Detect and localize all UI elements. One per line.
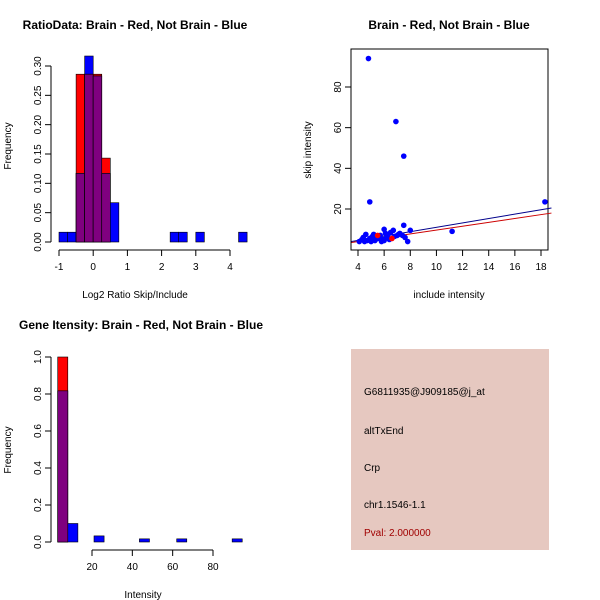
y-tick-label: 0.15 bbox=[33, 144, 44, 164]
y-tick-label: 0.2 bbox=[33, 498, 44, 512]
x-tick-label: 60 bbox=[167, 562, 179, 573]
bar-overlap bbox=[84, 73, 94, 243]
y-tick-label: 0.10 bbox=[33, 173, 44, 193]
bar-not-brain bbox=[231, 538, 243, 543]
bar-not-brain bbox=[93, 535, 105, 543]
bar-not-brain bbox=[176, 538, 188, 543]
bar-not-brain bbox=[67, 231, 77, 243]
x-tick-label: 2 bbox=[159, 262, 165, 273]
bar-not-brain bbox=[195, 231, 205, 243]
y-tick-label: 80 bbox=[333, 81, 344, 93]
bar-overlap bbox=[57, 390, 69, 543]
point-not-brain bbox=[361, 238, 368, 245]
point-not-brain bbox=[363, 231, 369, 238]
x-tick-label: 4 bbox=[355, 262, 361, 273]
point-not-brain bbox=[400, 153, 407, 159]
x-tick-label: 10 bbox=[431, 262, 443, 273]
bar-overlap bbox=[101, 173, 111, 243]
hist2-title: Gene Itensity: Brain - Red, Not Brain - … bbox=[19, 318, 263, 332]
x-tick-label: 0 bbox=[90, 262, 96, 273]
gene-name: Crp bbox=[364, 463, 381, 474]
y-tick-label: 1.0 bbox=[33, 350, 44, 364]
bar-overlap bbox=[75, 173, 85, 243]
point-brain bbox=[389, 235, 395, 242]
scatter-xlabel: include intensity bbox=[413, 290, 484, 301]
hist1-ylabel: Frequency bbox=[3, 122, 14, 169]
scatter-ylabel: skip intensity bbox=[303, 121, 314, 178]
y-tick-label: 0.05 bbox=[33, 202, 44, 222]
y-tick-label: 0.8 bbox=[33, 387, 44, 401]
x-tick-label: 1 bbox=[125, 262, 131, 273]
bar-not-brain bbox=[238, 231, 248, 243]
point-not-brain bbox=[381, 237, 387, 244]
info-panel: G6811935@J909185@j_at altTxEnd Crp chr1.… bbox=[351, 349, 549, 550]
x-tick-label: 40 bbox=[127, 562, 139, 573]
x-tick-label: 8 bbox=[408, 262, 414, 273]
probe-id: G6811935@J909185@j_at bbox=[364, 387, 485, 398]
point-not-brain bbox=[366, 199, 373, 205]
y-tick-label: 60 bbox=[333, 122, 344, 134]
scatter-plot: 4 6 8 10 12 14 16 18 20 40 60 80 bbox=[333, 48, 552, 273]
bar-not-brain bbox=[58, 231, 68, 243]
x-tick-label: 16 bbox=[509, 262, 521, 273]
event-type: altTxEnd bbox=[364, 426, 403, 437]
y-tick-label: 0.20 bbox=[33, 114, 44, 134]
y-tick-label: 40 bbox=[333, 162, 344, 174]
pval: Pval: 2.000000 bbox=[364, 528, 431, 539]
x-tick-label: -1 bbox=[55, 262, 64, 273]
bar-not-brain bbox=[169, 231, 179, 243]
bar-overlap bbox=[92, 75, 103, 243]
hist2-ylabel: Frequency bbox=[3, 426, 14, 473]
point-not-brain bbox=[402, 234, 408, 241]
point-not-brain bbox=[368, 238, 374, 245]
hist1-plot: -1 0 1 2 3 4 0.00 0.05 0.10 0.15 0.20 0.25 0.30 bbox=[33, 55, 248, 273]
point-not-brain bbox=[395, 231, 402, 238]
info-panel-background bbox=[351, 349, 549, 550]
point-brain bbox=[374, 232, 381, 239]
x-tick-label: 14 bbox=[483, 262, 495, 273]
y-tick-label: 0.6 bbox=[33, 424, 44, 438]
x-tick-label: 18 bbox=[535, 262, 547, 273]
y-tick-label: 0.4 bbox=[33, 461, 44, 475]
point-not-brain bbox=[390, 227, 397, 234]
y-tick-label: 20 bbox=[333, 203, 344, 215]
point-not-brain bbox=[407, 227, 414, 234]
y-tick-label: 0.30 bbox=[33, 56, 44, 76]
x-tick-label: 80 bbox=[207, 562, 219, 573]
hist2-xlabel: Intensity bbox=[124, 590, 161, 600]
y-tick-label: 0.25 bbox=[33, 85, 44, 105]
point-not-brain bbox=[400, 222, 407, 229]
plot-box bbox=[350, 48, 549, 251]
location: chr1.1546-1.1 bbox=[364, 500, 426, 511]
bar-not-brain bbox=[67, 523, 79, 543]
point-not-brain bbox=[393, 118, 399, 125]
hist2-plot: 20 40 60 80 0.0 0.2 0.4 0.6 0.8 1.0 bbox=[33, 350, 243, 573]
point-not-brain bbox=[449, 228, 455, 235]
x-tick-label: 4 bbox=[227, 262, 233, 273]
hist1-title: RatioData: Brain - Red, Not Brain - Blue bbox=[23, 18, 248, 32]
point-not-brain bbox=[365, 55, 372, 62]
x-tick-label: 20 bbox=[86, 562, 98, 573]
x-tick-label: 3 bbox=[193, 262, 199, 273]
bar-not-brain bbox=[110, 202, 120, 243]
bar-not-brain bbox=[139, 538, 150, 543]
y-tick-label: 0.0 bbox=[33, 535, 44, 549]
point-not-brain bbox=[404, 238, 411, 245]
bar-not-brain bbox=[178, 231, 188, 243]
x-tick-label: 6 bbox=[381, 262, 387, 273]
scatter-title: Brain - Red, Not Brain - Blue bbox=[368, 18, 530, 32]
y-tick-label: 0.00 bbox=[33, 232, 44, 252]
hist1-xlabel: Log2 Ratio Skip/Include bbox=[82, 290, 188, 301]
x-tick-label: 12 bbox=[457, 262, 469, 273]
point-not-brain bbox=[542, 199, 548, 205]
